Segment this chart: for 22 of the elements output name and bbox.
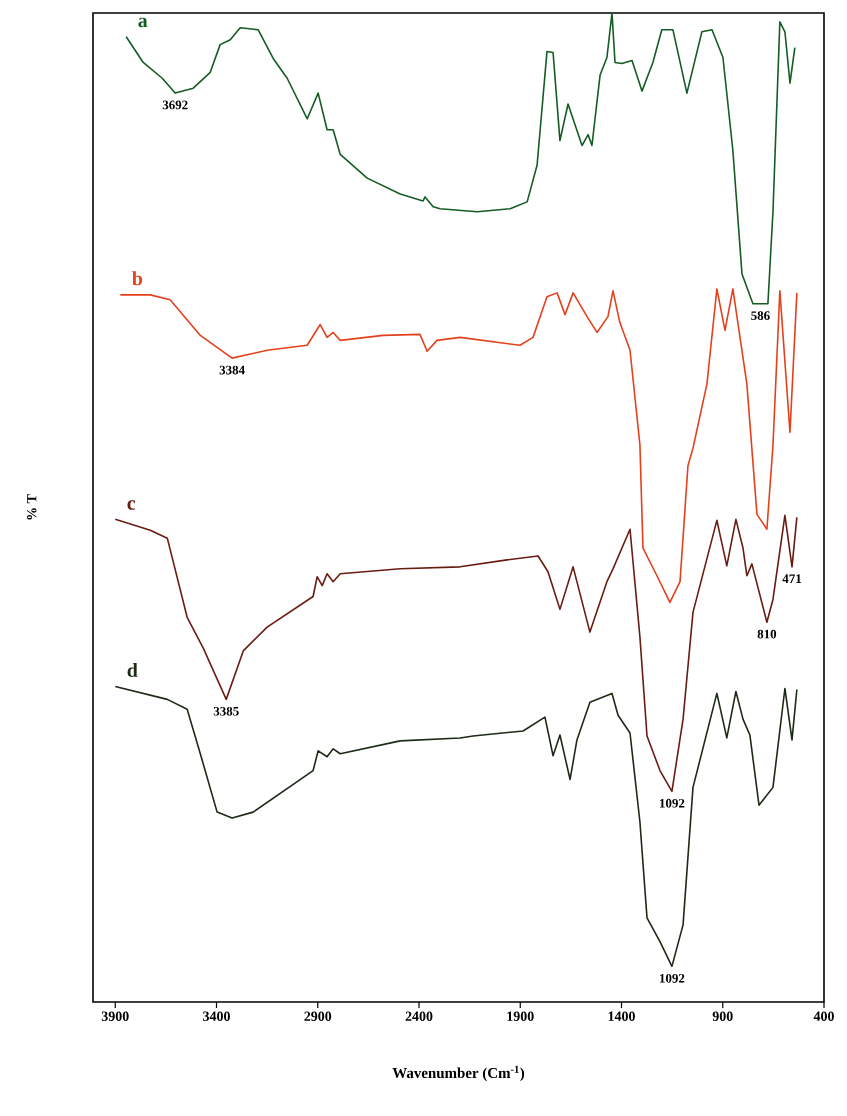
- x-tick-label: 2900: [304, 1011, 332, 1021]
- annotation: 810: [757, 629, 777, 639]
- annotation: 471: [782, 574, 802, 583]
- series-label: a: [138, 17, 148, 28]
- annotation: 3385: [213, 706, 239, 716]
- series-label: d: [127, 662, 138, 677]
- annotation: 3384: [219, 365, 245, 375]
- x-tick-label: 1400: [608, 1011, 635, 1021]
- annotation: 586: [751, 311, 770, 321]
- x-tick-label: 2400: [405, 1011, 433, 1021]
- annotation: 1092: [660, 798, 685, 808]
- series-label: b: [132, 271, 143, 286]
- x-tick-label: 3400: [203, 1011, 230, 1021]
- annotation: 1092: [660, 973, 685, 983]
- series-label: c: [127, 500, 136, 510]
- annotation: 3692: [162, 100, 188, 110]
- x-tick-label: 3900: [101, 1011, 129, 1021]
- x-tick-label: 1900: [507, 1011, 534, 1021]
- x-tick-label: 400: [813, 1011, 834, 1021]
- x-axis-title: Wavenumber (Cm$^{-1}$): [392, 1065, 525, 1082]
- y-axis-title: % T: [27, 494, 37, 520]
- x-tick-label: 900: [712, 1011, 733, 1021]
